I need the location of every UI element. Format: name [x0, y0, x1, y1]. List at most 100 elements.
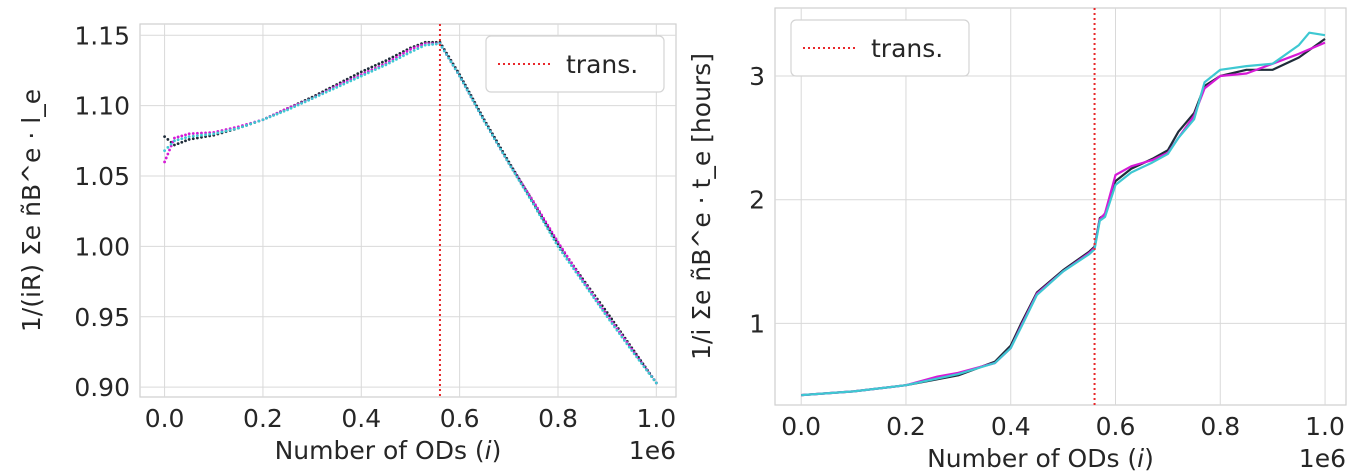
data-point [594, 299, 598, 303]
chart-2: 0.0 0.2 0.4 0.6 0.8 1.0 1 2 3 trans. Number of ODs… [687, 7, 1347, 473]
x-tick-label: 0.2 [243, 404, 283, 433]
data-point [434, 42, 438, 46]
data-point [527, 195, 531, 199]
data-point [501, 151, 505, 155]
data-point [176, 135, 180, 139]
data-point [567, 258, 571, 261]
legend-label: trans. [871, 34, 943, 63]
x-tick-label: 0.2 [886, 412, 926, 441]
data-point [620, 335, 624, 339]
data-point [637, 358, 641, 362]
data-point [477, 109, 480, 113]
data-point [576, 271, 580, 275]
data-point [536, 209, 539, 213]
data-point [169, 142, 173, 146]
data-point [387, 57, 391, 61]
data-point [572, 264, 576, 268]
data-point [317, 93, 321, 97]
data-point [257, 119, 261, 123]
data-point [191, 134, 195, 138]
data-point [279, 111, 282, 115]
data-point [540, 216, 543, 220]
data-point [331, 87, 335, 91]
y-tick-label: 3 [749, 62, 765, 91]
data-point [356, 72, 360, 76]
data-point [265, 116, 268, 120]
y-tick-label: 1.10 [74, 92, 130, 121]
data-point [509, 165, 513, 169]
data-point [645, 368, 648, 372]
data-point [625, 342, 629, 346]
data-point [416, 45, 420, 48]
data-point [180, 137, 184, 141]
data-point [622, 339, 626, 342]
data-point [163, 149, 166, 153]
data-point [618, 332, 621, 336]
data-point [529, 199, 533, 203]
data-point [650, 375, 653, 378]
data-point [552, 237, 556, 241]
data-point [480, 116, 484, 120]
x-offset-label: 1e6 [1299, 444, 1346, 473]
data-point [423, 43, 427, 47]
data-point [187, 132, 191, 136]
data-point [475, 105, 479, 109]
data-point [561, 247, 564, 251]
y-tick-label: 1.00 [74, 232, 130, 261]
data-point [176, 142, 180, 146]
data-point [176, 138, 180, 142]
y-tick-label: 1 [749, 309, 765, 338]
data-point [460, 78, 463, 81]
chart-1: 0.0 0.2 0.4 0.6 0.8 1.0 0.90 0.95 1.00 1.05 1.10 1.… [17, 21, 677, 465]
data-point [458, 74, 462, 78]
data-point [173, 143, 176, 147]
data-point [328, 89, 332, 92]
data-point [163, 160, 166, 164]
data-point [632, 352, 636, 356]
data-point [359, 74, 363, 78]
data-point [603, 312, 607, 315]
data-point [380, 65, 384, 68]
data-point [493, 137, 496, 141]
data-point [356, 76, 360, 80]
data-point [447, 56, 451, 60]
data-point [563, 254, 567, 258]
data-point [596, 302, 600, 306]
y-tick-label: 0.90 [74, 373, 130, 402]
data-point [590, 292, 593, 296]
data-point [558, 248, 562, 251]
data-point [163, 135, 166, 139]
data-point [398, 51, 402, 55]
data-point [654, 381, 658, 385]
data-point [607, 314, 611, 318]
data-point [377, 62, 381, 66]
data-point [497, 144, 500, 148]
data-point [184, 136, 187, 140]
data-point [635, 355, 639, 359]
data-point [462, 81, 465, 85]
data-point [373, 68, 377, 72]
data-point [519, 182, 523, 186]
y-tick-label: 1.05 [74, 162, 130, 191]
data-point [517, 178, 521, 182]
data-point [465, 88, 469, 92]
data-point [467, 92, 471, 95]
legend-label: trans. [566, 50, 638, 79]
data-point [398, 53, 402, 57]
data-point [572, 267, 576, 271]
legend: trans. [790, 19, 970, 77]
y-axis-label: 1/(iR) Σe ñB^e · l_e [17, 89, 46, 332]
data-point [173, 136, 176, 140]
data-point [391, 55, 395, 59]
data-point [592, 296, 596, 299]
data-point [261, 118, 265, 122]
data-point [453, 67, 457, 71]
data-point [253, 121, 257, 124]
data-point [507, 161, 511, 165]
data-point [282, 109, 286, 113]
data-point [605, 311, 609, 314]
x-tick-label: 0.6 [1096, 412, 1136, 441]
data-point [168, 148, 171, 152]
data-point [610, 322, 614, 325]
